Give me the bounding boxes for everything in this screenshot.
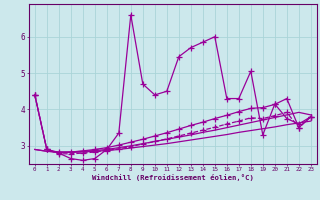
X-axis label: Windchill (Refroidissement éolien,°C): Windchill (Refroidissement éolien,°C)	[92, 174, 254, 181]
